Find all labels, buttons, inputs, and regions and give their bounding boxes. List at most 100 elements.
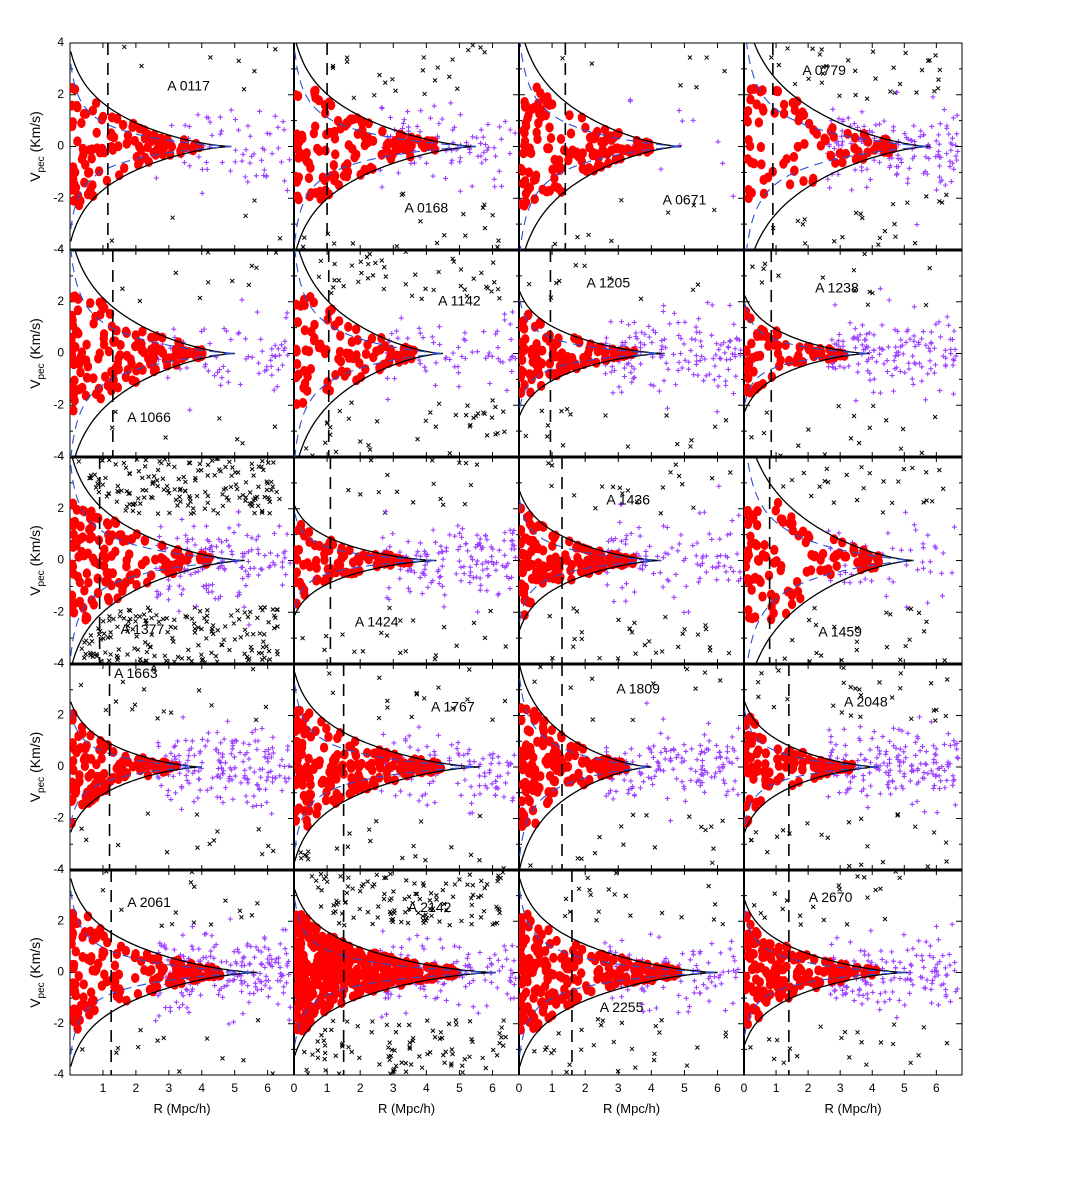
- interloper-point: [192, 630, 198, 635]
- interloper-point: [564, 406, 570, 412]
- interloper-point: [162, 653, 168, 659]
- member-point: [75, 596, 85, 607]
- infall-point: [636, 525, 642, 531]
- interloper-point: [384, 633, 390, 638]
- interloper-point: [750, 264, 755, 270]
- interloper-point: [240, 492, 246, 498]
- infall-point: [688, 348, 694, 354]
- interloper-point: [907, 637, 912, 643]
- member-point: [520, 610, 529, 621]
- interloper-point: [482, 225, 488, 231]
- interloper-point: [196, 688, 202, 693]
- infall-point: [240, 151, 246, 157]
- member-point: [94, 166, 104, 177]
- member-point: [520, 140, 529, 151]
- interloper-point: [488, 608, 493, 614]
- infall-point: [928, 329, 934, 335]
- interloper-point: [236, 58, 242, 64]
- infall-point: [176, 753, 182, 759]
- member-point: [750, 612, 760, 623]
- infall-point: [264, 364, 270, 370]
- infall-point: [697, 742, 703, 748]
- interloper-point: [873, 76, 878, 82]
- infall-point: [217, 367, 223, 373]
- interloper-point: [132, 702, 138, 708]
- interloper-point: [381, 264, 387, 270]
- infall-point: [871, 347, 877, 353]
- infall-point: [220, 800, 226, 806]
- infall-point: [697, 329, 703, 335]
- interloper-point: [355, 279, 361, 285]
- infall-point: [915, 567, 921, 573]
- interloper-point: [94, 651, 100, 657]
- infall-point: [894, 365, 900, 371]
- interloper-point: [450, 57, 455, 62]
- infall-point: [679, 779, 685, 785]
- interloper-point: [88, 653, 93, 658]
- member-point: [744, 546, 753, 557]
- member-point: [70, 520, 78, 531]
- infall-point: [256, 370, 262, 376]
- member-point: [787, 590, 797, 601]
- infall-point: [670, 746, 676, 752]
- interloper-point: [575, 855, 581, 861]
- interloper-point: [186, 460, 192, 465]
- member-point: [521, 334, 530, 345]
- interloper-point: [189, 616, 195, 622]
- interloper-point: [901, 466, 907, 472]
- infall-point: [628, 370, 634, 376]
- member-point: [519, 715, 526, 726]
- interloper-point: [259, 650, 265, 656]
- infall-point: [401, 117, 407, 123]
- infall-point: [732, 346, 738, 352]
- infall-point: [217, 564, 223, 570]
- infall-point: [923, 154, 929, 160]
- member-point: [77, 118, 86, 129]
- infall-point: [174, 535, 180, 541]
- interloper-point: [837, 93, 842, 99]
- interloper-point: [213, 653, 219, 659]
- infall-point: [703, 569, 709, 575]
- infall-point: [933, 321, 939, 327]
- infall-point: [494, 560, 500, 566]
- infall-point: [256, 551, 262, 557]
- infall-point: [715, 139, 721, 145]
- interloper-point: [275, 651, 280, 657]
- infall-point: [275, 145, 281, 151]
- infall-point: [199, 736, 205, 742]
- infall-point: [507, 357, 513, 363]
- interloper-point: [573, 262, 579, 268]
- infall-point: [627, 334, 633, 340]
- interloper-point: [334, 846, 340, 851]
- member-point: [886, 141, 895, 152]
- interloper-point: [130, 627, 136, 632]
- interloper-point: [249, 461, 255, 467]
- infall-point: [681, 742, 687, 748]
- infall-point: [230, 796, 236, 802]
- member-point: [104, 346, 114, 357]
- interloper-point: [146, 474, 151, 480]
- infall-point: [906, 366, 912, 372]
- member-point: [85, 144, 94, 155]
- infall-point: [491, 145, 497, 151]
- infall-point: [427, 752, 433, 758]
- interloper-point: [495, 430, 500, 436]
- infall-point: [415, 747, 421, 753]
- infall-point: [877, 286, 883, 292]
- infall-point: [948, 147, 954, 153]
- member-point: [761, 551, 771, 562]
- interloper-point: [801, 470, 807, 476]
- infall-point: [241, 740, 247, 746]
- infall-point: [733, 373, 739, 379]
- infall-point: [730, 745, 736, 751]
- member-point: [360, 140, 369, 151]
- member-point: [76, 367, 85, 378]
- interloper-point: [370, 273, 376, 278]
- infall-point: [467, 564, 473, 570]
- interloper-point: [243, 213, 248, 219]
- interloper-point: [202, 660, 208, 664]
- infall-point: [455, 547, 461, 553]
- interloper-point: [603, 413, 608, 418]
- infall-point: [254, 746, 260, 752]
- infall-point: [436, 324, 442, 330]
